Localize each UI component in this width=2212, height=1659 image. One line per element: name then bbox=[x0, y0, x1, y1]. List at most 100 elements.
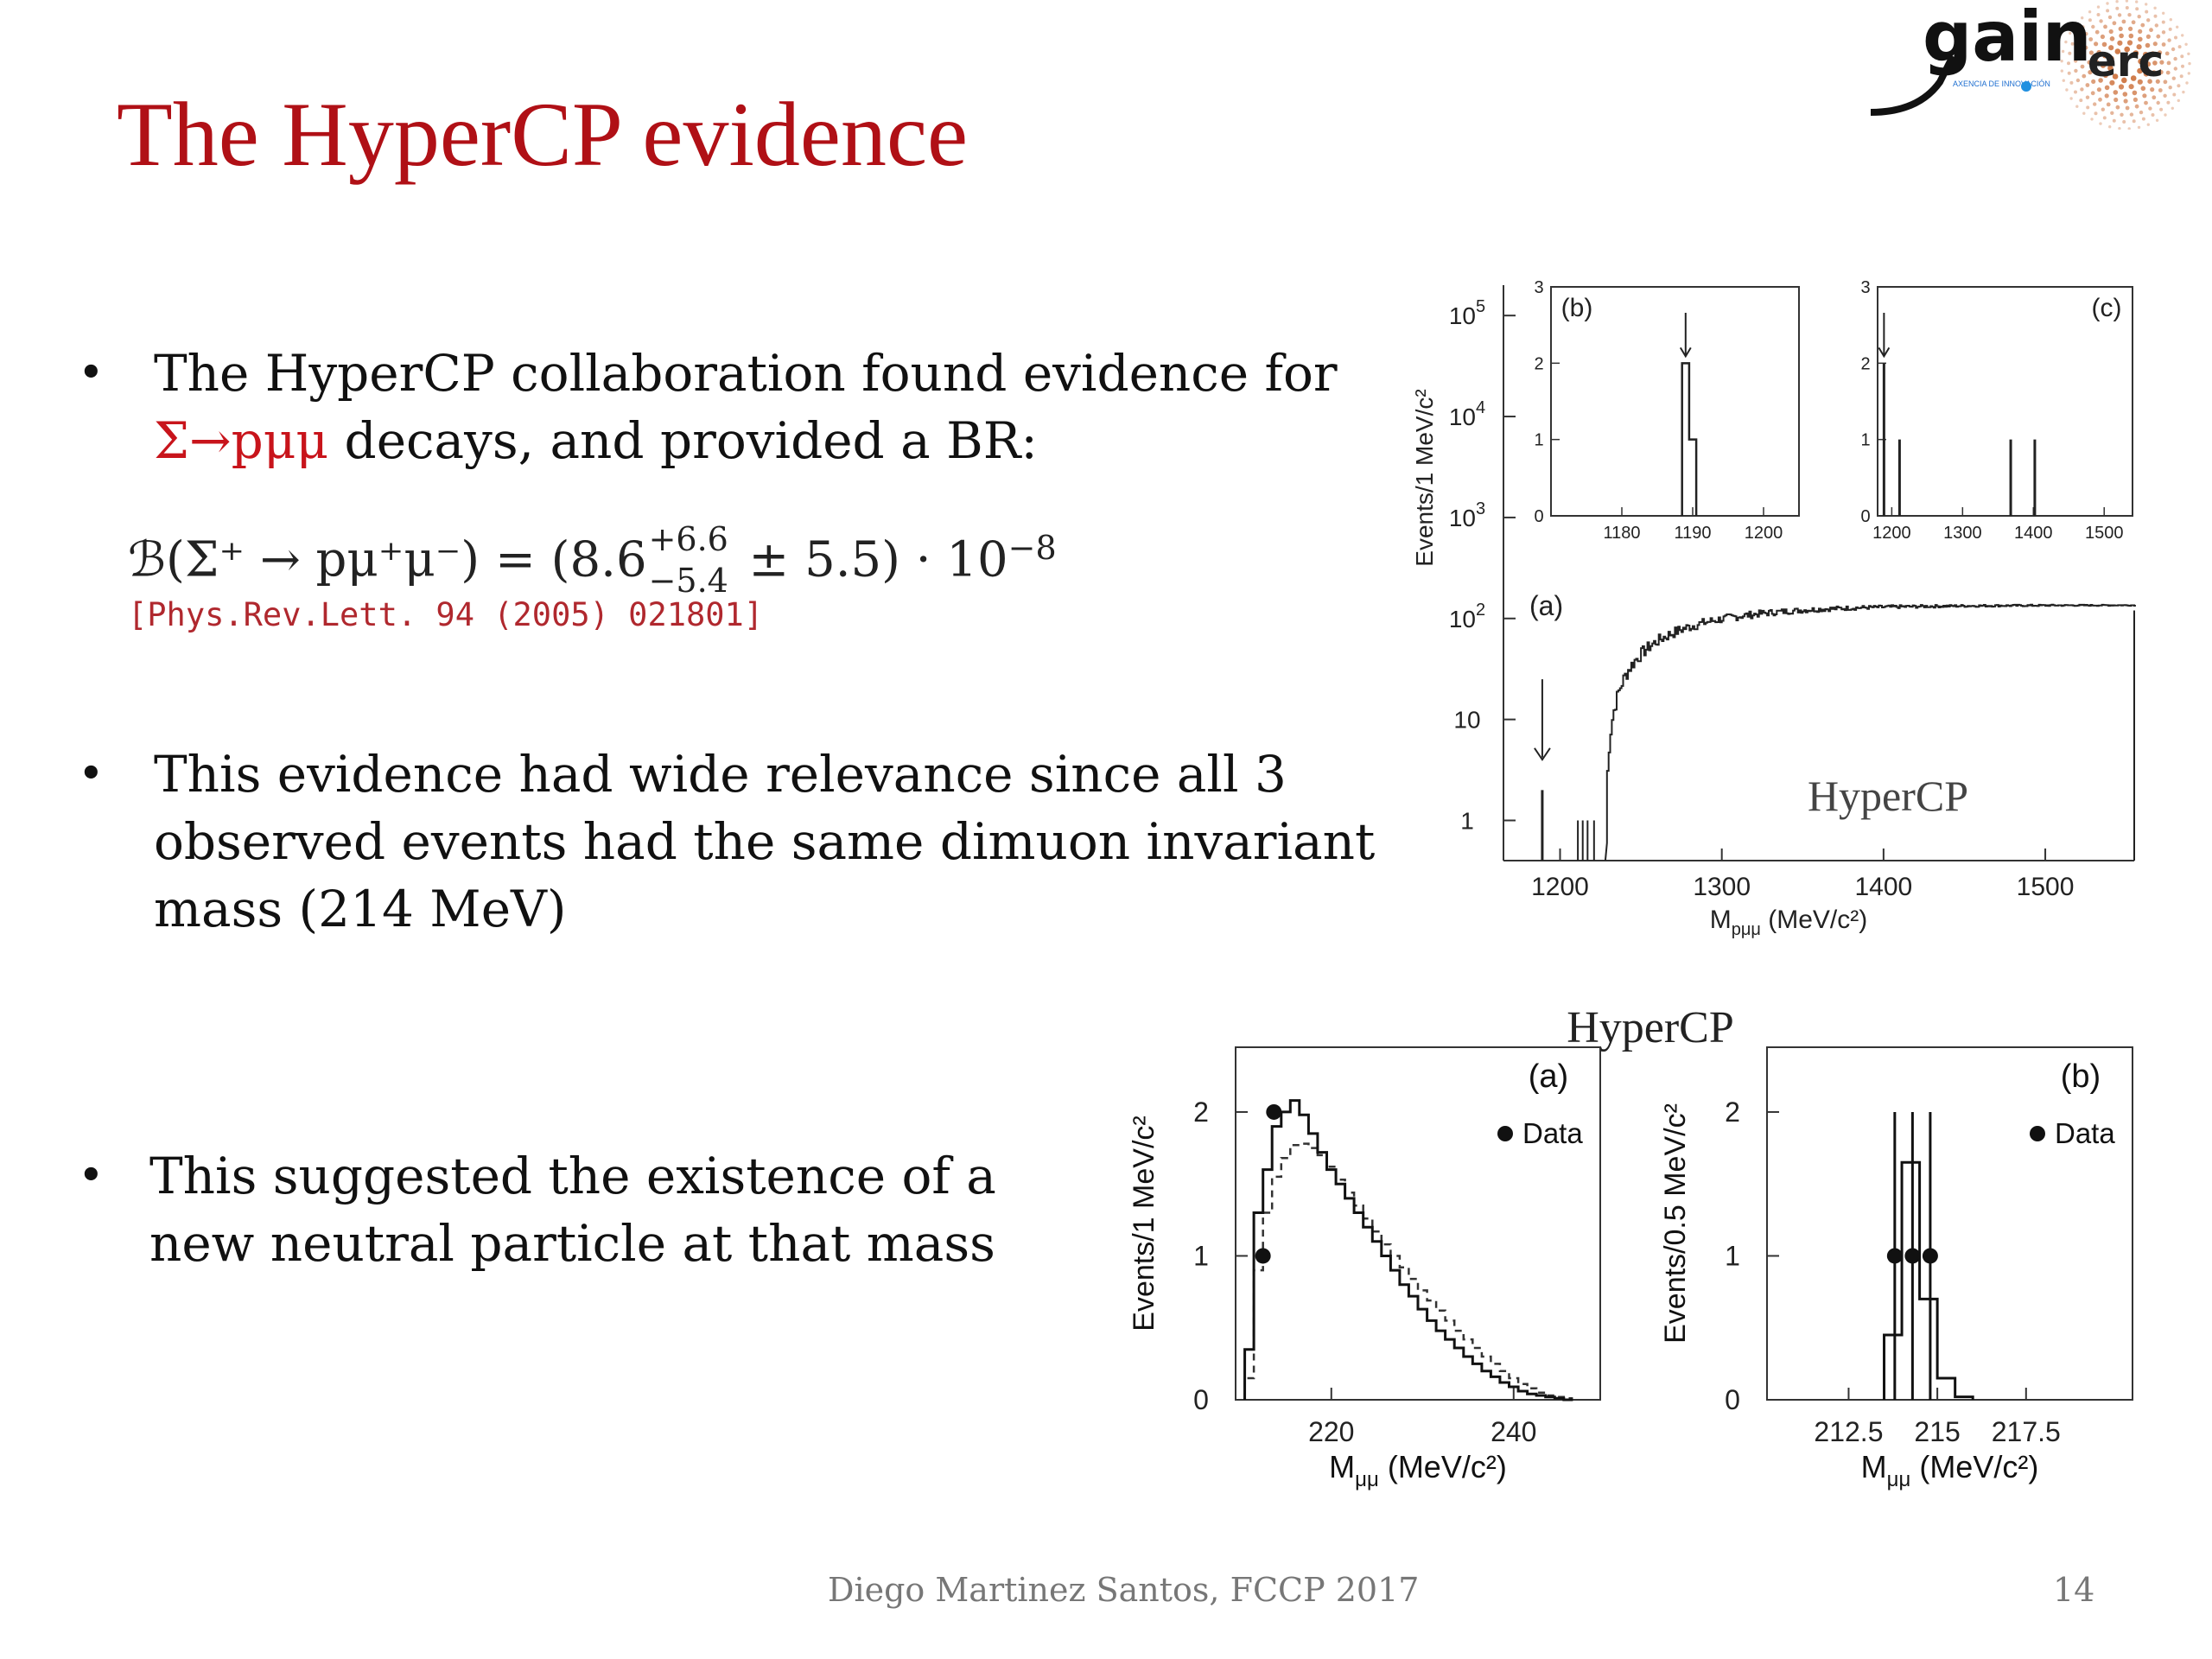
bot-a-y-tick-label-2: 2 bbox=[1193, 1096, 1209, 1128]
erc-dot-14 bbox=[2102, 72, 2108, 79]
inset-b-y-tick-label-0: 0 bbox=[1534, 507, 1543, 526]
erc-dot-110 bbox=[2117, 13, 2122, 17]
erc-dot-63 bbox=[2088, 50, 2094, 55]
erc-dot-26 bbox=[2094, 59, 2099, 65]
erc-dot-128 bbox=[2070, 41, 2075, 46]
erc-dot-172 bbox=[2187, 72, 2190, 75]
erc-dot-36 bbox=[2152, 70, 2157, 75]
erc-dot-80 bbox=[2082, 73, 2087, 79]
erc-dot-88 bbox=[2121, 19, 2126, 24]
erc-dot-0 bbox=[2133, 50, 2139, 56]
erc-dot-90 bbox=[2140, 22, 2145, 28]
erc-dot-93 bbox=[2161, 42, 2166, 47]
bullet-marker-1: • bbox=[78, 347, 105, 399]
bot-b-y-tick-label-1: 1 bbox=[1725, 1240, 1740, 1271]
inset-b-x-tick-label-0: 1180 bbox=[1603, 524, 1640, 543]
bullet-3-line-1: This suggested the existence of a bbox=[149, 1147, 996, 1205]
erc-dot-69 bbox=[2163, 79, 2168, 85]
top-y-axis-label: Events/1 MeV/c² bbox=[1411, 389, 1438, 566]
erc-dot-202 bbox=[2125, 0, 2129, 3]
erc-dot-47 bbox=[2145, 34, 2151, 40]
erc-dot-153 bbox=[2122, 120, 2126, 124]
erc-dot-170 bbox=[2187, 52, 2190, 55]
erc-dot-97 bbox=[2101, 107, 2105, 111]
bullet-2-line-2: observed events had the same dimuon inva… bbox=[154, 812, 1376, 871]
bot-b-x-tick-label-0: 212.5 bbox=[1814, 1416, 1883, 1447]
erc-dot-186 bbox=[2082, 111, 2086, 115]
erc-dot-52 bbox=[2155, 79, 2160, 84]
top-x-tick-label-0: 1200 bbox=[1531, 873, 1589, 901]
erc-dot-3 bbox=[2130, 75, 2137, 81]
erc-dot-141 bbox=[2174, 35, 2177, 40]
erc-dot-37 bbox=[2147, 79, 2152, 84]
inset-c-arrow-head bbox=[1878, 346, 1891, 359]
erc-dot-136 bbox=[2135, 7, 2139, 11]
erc-dot-130 bbox=[2081, 25, 2085, 29]
citation: [Phys.Rev.Lett. 94 (2005) 021801] bbox=[128, 596, 764, 633]
inset-c-x-tick-label-0: 1200 bbox=[1872, 524, 1911, 543]
bot-a-label: (a) bbox=[1529, 1058, 1568, 1095]
bot-a-dashed-histogram bbox=[1243, 1142, 1573, 1401]
inset-b-frame bbox=[1550, 286, 1800, 517]
erc-dot-117 bbox=[2171, 47, 2176, 52]
erc-dot-82 bbox=[2081, 54, 2086, 60]
erc-dot-6 bbox=[2107, 65, 2113, 72]
erc-dot-8 bbox=[2114, 48, 2121, 54]
erc-dot-86 bbox=[2103, 24, 2107, 29]
bot-a-x-axis-label: Mμμ (MeV/c²) bbox=[1329, 1449, 1507, 1491]
bullet-1: The HyperCP collaboration found evidence… bbox=[154, 340, 1338, 474]
erc-dot-24 bbox=[2098, 78, 2103, 83]
bottom-plot-a: 0 1 2 220 240 (a) Data Events/1 MeV/c² Mμμ (MeV/… bbox=[1128, 1046, 1601, 1491]
bot-b-label: (b) bbox=[2061, 1058, 2101, 1095]
erc-dot-189 bbox=[2065, 88, 2069, 92]
erc-dot-76 bbox=[2106, 102, 2111, 107]
inset-c-frame bbox=[1877, 286, 2133, 517]
inset-c-x-tick-label-3: 1500 bbox=[2085, 524, 2124, 543]
erc-dot-192 bbox=[2060, 60, 2063, 63]
bullet-marker-2: • bbox=[78, 748, 105, 800]
bottom-figure-header: HyperCP bbox=[1567, 1003, 1734, 1052]
erc-dot-12 bbox=[2118, 84, 2125, 90]
bot-b-data-point-2 bbox=[1922, 1248, 1938, 1264]
erc-dot-7 bbox=[2108, 55, 2114, 62]
footer-author: Diego Martinez Santos, FCCP 2017 bbox=[828, 1571, 1420, 1609]
erc-dot-138 bbox=[2153, 14, 2158, 18]
erc-dot-182 bbox=[2118, 127, 2121, 130]
top-watermark: HyperCP bbox=[1808, 772, 1968, 820]
erc-dot-183 bbox=[2108, 125, 2112, 129]
bot-a-legend-text: Data bbox=[1522, 1117, 1583, 1149]
bot-b-legend-marker bbox=[2030, 1126, 2045, 1141]
erc-dot-176 bbox=[2171, 106, 2174, 111]
bot-a-y-tick-label-1: 1 bbox=[1193, 1240, 1209, 1271]
erc-dot-11 bbox=[2128, 84, 2134, 90]
erc-dot-161 bbox=[2067, 71, 2071, 75]
erc-dot-152 bbox=[2132, 119, 2136, 124]
erc-dot-124 bbox=[2148, 106, 2152, 111]
erc-dot-1 bbox=[2138, 58, 2144, 65]
erc-dot-107 bbox=[2091, 24, 2095, 29]
erc-dot-42 bbox=[2104, 85, 2110, 91]
bot-a-x-tick-label-1: 240 bbox=[1491, 1416, 1536, 1447]
erc-dot-5 bbox=[2112, 73, 2119, 79]
erc-dot-60 bbox=[2091, 79, 2096, 84]
erc-dot-163 bbox=[2145, 3, 2148, 6]
top-y-tick-label-3: 103 bbox=[1449, 499, 1485, 531]
erc-dot-174 bbox=[2182, 90, 2185, 94]
erc-dot-154 bbox=[2112, 118, 2116, 123]
erc-dot-71 bbox=[2152, 95, 2157, 100]
erc-dot-198 bbox=[2088, 10, 2092, 14]
top-y-tick-label-4: 104 bbox=[1449, 398, 1485, 430]
inset-c-x-tick-label-2: 1400 bbox=[2014, 524, 2053, 543]
erc-dot-54 bbox=[2142, 93, 2147, 99]
formula-sub: −5.4 bbox=[648, 562, 728, 601]
erc-dot-190 bbox=[2062, 79, 2065, 82]
erc-dot-126 bbox=[2067, 61, 2070, 66]
bot-b-histogram bbox=[1883, 1160, 1974, 1400]
erc-dot-134 bbox=[2115, 6, 2120, 10]
erc-dot-33 bbox=[2145, 42, 2151, 48]
erc-dot-109 bbox=[2107, 15, 2113, 20]
erc-dot-65 bbox=[2100, 34, 2105, 40]
erc-dot-197 bbox=[2081, 16, 2084, 20]
erc-dot-187 bbox=[2075, 105, 2079, 108]
inset-b-y-tick-label-2: 2 bbox=[1534, 354, 1543, 373]
